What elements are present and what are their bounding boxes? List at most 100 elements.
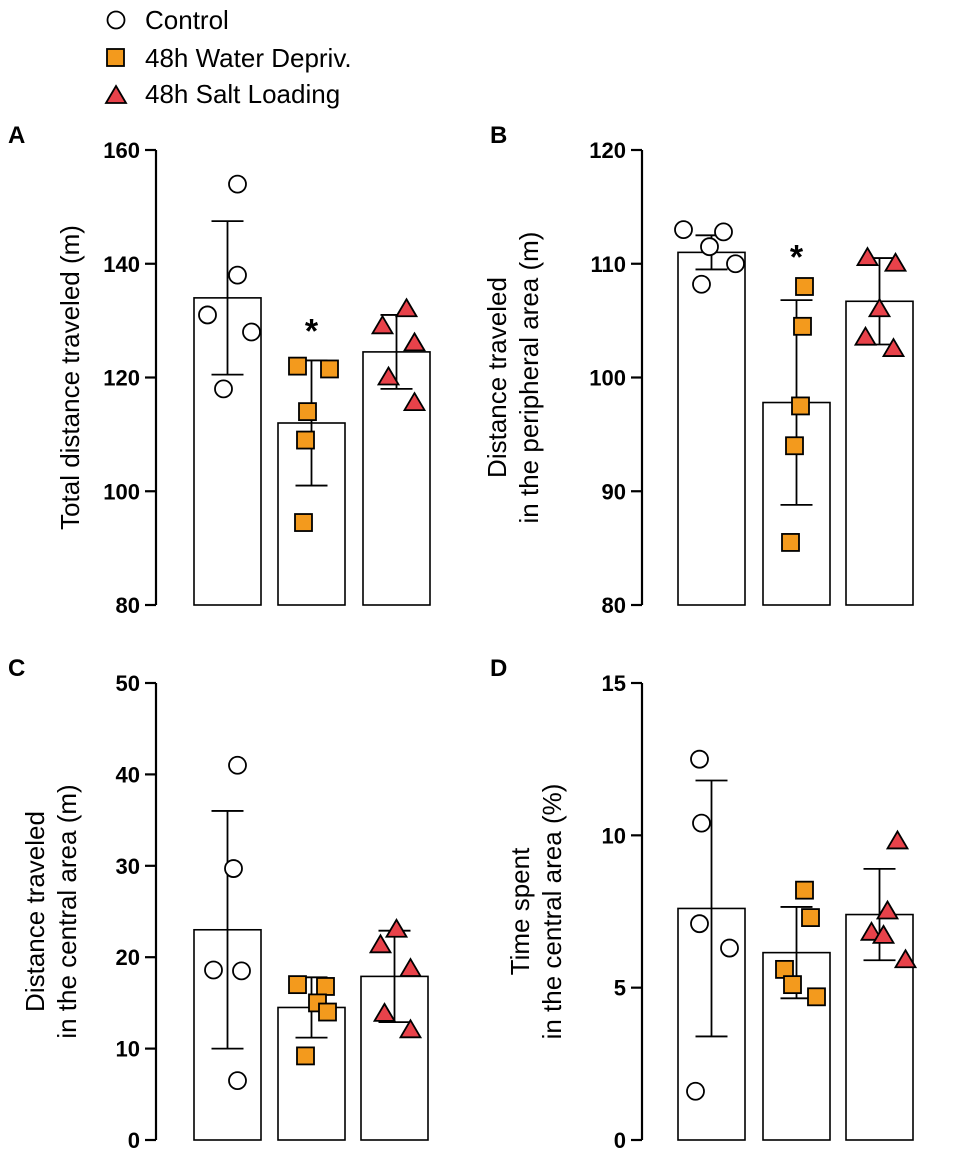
data-point: [398, 957, 423, 977]
data-point: [232, 961, 251, 981]
data-point: [228, 265, 247, 285]
data-point: [881, 337, 906, 357]
y-tick-label: 120: [103, 366, 140, 391]
significance-asterisk: *: [305, 312, 319, 350]
y-tick-label: 30: [116, 854, 140, 879]
y-tick-label: 90: [602, 479, 626, 504]
data-point: [376, 365, 401, 386]
data-point: [402, 331, 427, 352]
data-point: [875, 899, 900, 920]
data-point: [692, 274, 711, 294]
y-tick-label: 120: [589, 138, 626, 163]
data-point: [893, 948, 918, 969]
panel-letter: D: [490, 655, 507, 682]
data-point: [801, 908, 820, 927]
data-point: [867, 297, 892, 318]
data-point: [674, 220, 693, 240]
data-point: [228, 174, 247, 194]
data-point: [686, 1081, 705, 1101]
data-point: [368, 933, 393, 954]
y-tick-label: 100: [589, 366, 626, 391]
data-point: [885, 829, 910, 850]
data-point: [198, 305, 217, 325]
data-point: [859, 921, 884, 941]
data-point: [714, 222, 733, 242]
panel-a: A 80 100 120 140 160 Total distance traveled (…: [8, 122, 431, 618]
data-point: [795, 277, 814, 296]
data-point: [318, 1002, 337, 1022]
y-tick-label: 0: [614, 1128, 626, 1153]
data-point: [690, 914, 709, 934]
data-point: [783, 975, 802, 995]
y-axis-label: Distance traveled: [20, 811, 50, 1012]
legend-water-label: 48h Water Depriv.: [145, 43, 352, 73]
data-point: [394, 297, 419, 318]
data-point: [720, 938, 739, 958]
data-point: [242, 322, 261, 342]
data-point: [384, 918, 409, 938]
y-tick-label: 40: [116, 762, 140, 787]
data-point: [294, 513, 313, 532]
legend-salt-label: 48h Salt Loading: [145, 79, 340, 109]
data-point: [288, 356, 307, 376]
data-point: [214, 379, 233, 399]
data-point: [785, 436, 804, 456]
y-axis-label: Total distance traveled (m): [55, 225, 85, 530]
y-axis-label: Distance traveled: [482, 277, 512, 478]
y-axis-label: Time spent: [505, 847, 535, 975]
panel-c: C 0 10 20 30 40 50 Distance traveled in the cent…: [8, 655, 429, 1153]
bar: [677, 251, 746, 606]
data-point: [855, 246, 880, 266]
y-tick-label: 0: [128, 1128, 140, 1153]
y-tick-label: 100: [103, 479, 140, 504]
y-tick-label: 10: [602, 823, 626, 848]
data-point: [793, 316, 812, 336]
data-point: [224, 859, 243, 878]
y-tick-label: 20: [116, 945, 140, 970]
data-point: [296, 1046, 315, 1066]
data-point: [296, 430, 315, 450]
legend-water-marker: [106, 48, 125, 67]
data-point: [807, 987, 826, 1007]
legend-control-label: Control: [145, 5, 229, 35]
y-axis-label: in the central area (m): [52, 784, 82, 1038]
data-point: [228, 1071, 247, 1090]
data-point: [288, 975, 307, 995]
y-tick-label: 160: [103, 138, 140, 163]
y-tick-label: 80: [602, 593, 626, 618]
bar: [845, 300, 914, 606]
y-tick-label: 50: [116, 671, 140, 696]
legend: Control 48h Water Depriv. 48h Salt Loadi…: [104, 5, 352, 109]
data-point: [795, 880, 814, 900]
y-tick-label: 110: [591, 252, 627, 277]
data-point: [700, 237, 719, 257]
y-tick-label: 80: [116, 593, 140, 618]
data-point: [726, 254, 745, 274]
y-tick-label: 140: [103, 252, 140, 277]
y-axis-label: in the central area (%): [537, 784, 567, 1040]
data-point: [228, 755, 247, 775]
data-point: [690, 749, 709, 769]
y-tick-label: 5: [614, 976, 626, 1001]
panel-letter: B: [490, 122, 507, 149]
data-point: [370, 314, 395, 335]
legend-control-marker: [106, 10, 126, 30]
significance-asterisk: *: [790, 239, 804, 277]
panel-letter: C: [8, 655, 25, 682]
data-point: [402, 391, 427, 411]
data-point: [398, 1018, 423, 1039]
panel-letter: A: [8, 122, 25, 149]
bar: [362, 351, 431, 606]
panel-d: D 0 5 10 15 Time spent in the central area (%): [490, 655, 918, 1153]
data-point: [320, 359, 339, 379]
data-point: [791, 396, 810, 416]
data-point: [316, 977, 335, 996]
legend-salt-marker: [104, 84, 128, 104]
data-point: [871, 924, 896, 944]
panel-b: B 80 90 100 110 120 Distance traveled in the pe…: [482, 122, 914, 618]
y-tick-label: 15: [602, 671, 626, 696]
data-point: [781, 533, 800, 552]
data-point: [372, 1002, 397, 1022]
data-point: [853, 325, 878, 346]
